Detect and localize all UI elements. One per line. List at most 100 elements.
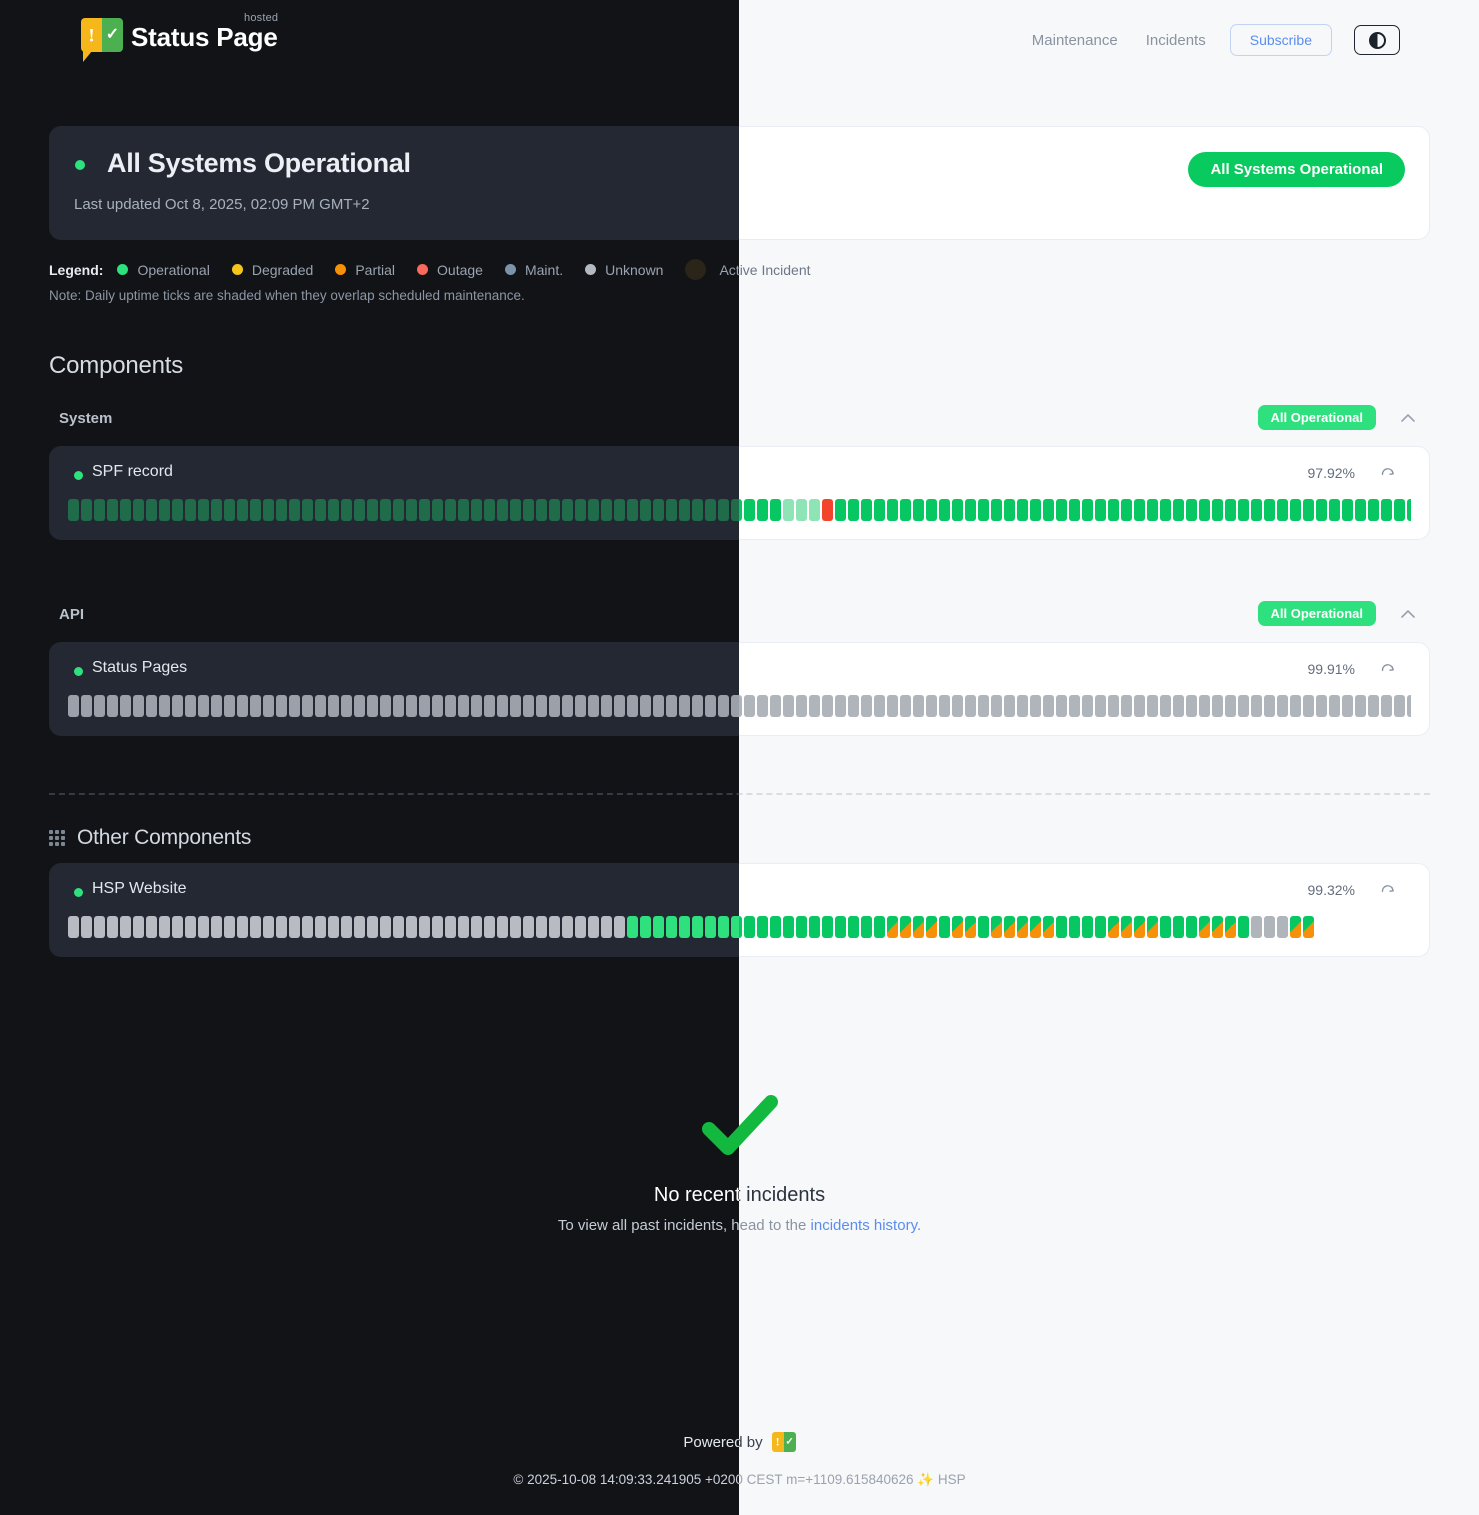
uptime-tick[interactable] (640, 695, 651, 717)
uptime-tick[interactable] (588, 499, 599, 521)
uptime-tick[interactable] (640, 916, 651, 938)
uptime-tick[interactable] (536, 695, 547, 717)
uptime-tick[interactable] (406, 695, 417, 717)
uptime-tick[interactable] (601, 499, 612, 521)
uptime-tick[interactable] (861, 499, 872, 521)
uptime-tick[interactable] (536, 499, 547, 521)
uptime-tick[interactable] (458, 916, 469, 938)
uptime-tick[interactable] (1277, 916, 1288, 938)
uptime-tick[interactable] (159, 695, 170, 717)
uptime-tick[interactable] (445, 499, 456, 521)
uptime-tick[interactable] (692, 695, 703, 717)
uptime-tick[interactable] (809, 499, 820, 521)
uptime-tick[interactable] (666, 916, 677, 938)
uptime-tick[interactable] (328, 499, 339, 521)
uptime-tick[interactable] (406, 499, 417, 521)
uptime-tick[interactable] (1173, 695, 1184, 717)
uptime-tick[interactable] (1303, 916, 1314, 938)
uptime-tick[interactable] (497, 499, 508, 521)
uptime-tick[interactable] (1264, 499, 1275, 521)
refresh-icon[interactable] (1379, 882, 1397, 900)
uptime-tick[interactable] (1069, 499, 1080, 521)
uptime-tick[interactable] (341, 695, 352, 717)
uptime-tick[interactable] (263, 695, 274, 717)
uptime-tick[interactable] (250, 695, 261, 717)
uptime-tick[interactable] (939, 916, 950, 938)
nav-link-maintenance[interactable]: Maintenance (1031, 31, 1118, 49)
uptime-tick[interactable] (913, 499, 924, 521)
uptime-tick[interactable] (224, 499, 235, 521)
uptime-tick[interactable] (562, 499, 573, 521)
uptime-tick[interactable] (315, 499, 326, 521)
uptime-tick[interactable] (484, 695, 495, 717)
uptime-tick[interactable] (796, 916, 807, 938)
uptime-tick[interactable] (861, 916, 872, 938)
logo[interactable]: ! ✓ Status Page hosted (81, 12, 278, 62)
uptime-tick[interactable] (874, 499, 885, 521)
uptime-tick[interactable] (328, 916, 339, 938)
uptime-tick[interactable] (1251, 695, 1262, 717)
uptime-tick[interactable] (380, 916, 391, 938)
uptime-tick[interactable] (263, 499, 274, 521)
uptime-tick[interactable] (133, 695, 144, 717)
uptime-tick[interactable] (1381, 695, 1392, 717)
uptime-tick[interactable] (198, 695, 209, 717)
uptime-tick[interactable] (978, 499, 989, 521)
uptime-tick[interactable] (705, 499, 716, 521)
uptime-tick[interactable] (68, 916, 79, 938)
uptime-tick[interactable] (549, 695, 560, 717)
uptime-tick[interactable] (913, 695, 924, 717)
uptime-tick[interactable] (731, 499, 739, 521)
uptime-tick[interactable] (1264, 695, 1275, 717)
uptime-tick[interactable] (1342, 695, 1353, 717)
uptime-tick[interactable] (510, 499, 521, 521)
uptime-tick[interactable] (666, 695, 677, 717)
uptime-tick[interactable] (367, 499, 378, 521)
uptime-tick[interactable] (1056, 695, 1067, 717)
uptime-tick[interactable] (1303, 499, 1314, 521)
uptime-tick[interactable] (653, 499, 664, 521)
uptime-tick[interactable] (1043, 499, 1054, 521)
uptime-tick[interactable] (757, 499, 768, 521)
uptime-tick[interactable] (939, 695, 950, 717)
uptime-tick[interactable] (1329, 499, 1340, 521)
uptime-tick[interactable] (237, 916, 248, 938)
uptime-tick[interactable] (393, 916, 404, 938)
uptime-tick[interactable] (341, 916, 352, 938)
uptime-tick[interactable] (458, 695, 469, 717)
uptime-tick[interactable] (432, 916, 443, 938)
theme-toggle-button[interactable] (1354, 25, 1400, 55)
uptime-tick[interactable] (692, 916, 703, 938)
uptime-tick[interactable] (614, 695, 625, 717)
uptime-tick[interactable] (588, 695, 599, 717)
uptime-tick[interactable] (1004, 499, 1015, 521)
uptime-tick[interactable] (120, 499, 131, 521)
uptime-tick[interactable] (1160, 916, 1171, 938)
uptime-tick[interactable] (211, 499, 222, 521)
uptime-tick[interactable] (1043, 916, 1054, 938)
uptime-tick[interactable] (1056, 916, 1067, 938)
uptime-tick[interactable] (1212, 499, 1223, 521)
uptime-tick[interactable] (601, 695, 612, 717)
uptime-tick[interactable] (1316, 499, 1327, 521)
uptime-tick[interactable] (835, 695, 846, 717)
uptime-tick[interactable] (1355, 499, 1366, 521)
uptime-tick[interactable] (1407, 695, 1411, 717)
uptime-tick[interactable] (276, 499, 287, 521)
uptime-tick[interactable] (1199, 499, 1210, 521)
uptime-tick[interactable] (133, 916, 144, 938)
uptime-tick[interactable] (68, 499, 79, 521)
uptime-tick[interactable] (679, 916, 690, 938)
uptime-tick[interactable] (1368, 499, 1379, 521)
uptime-tick[interactable] (731, 695, 739, 717)
uptime-tick[interactable] (432, 695, 443, 717)
uptime-tick[interactable] (289, 695, 300, 717)
uptime-tick[interactable] (198, 916, 209, 938)
uptime-tick[interactable] (289, 499, 300, 521)
uptime-tick[interactable] (354, 499, 365, 521)
uptime-tick[interactable] (419, 499, 430, 521)
uptime-tick[interactable] (744, 695, 755, 717)
status-page-mini-logo-icon[interactable]: ! ✓ (771, 1432, 796, 1452)
uptime-tick[interactable] (809, 916, 820, 938)
uptime-tick[interactable] (666, 499, 677, 521)
